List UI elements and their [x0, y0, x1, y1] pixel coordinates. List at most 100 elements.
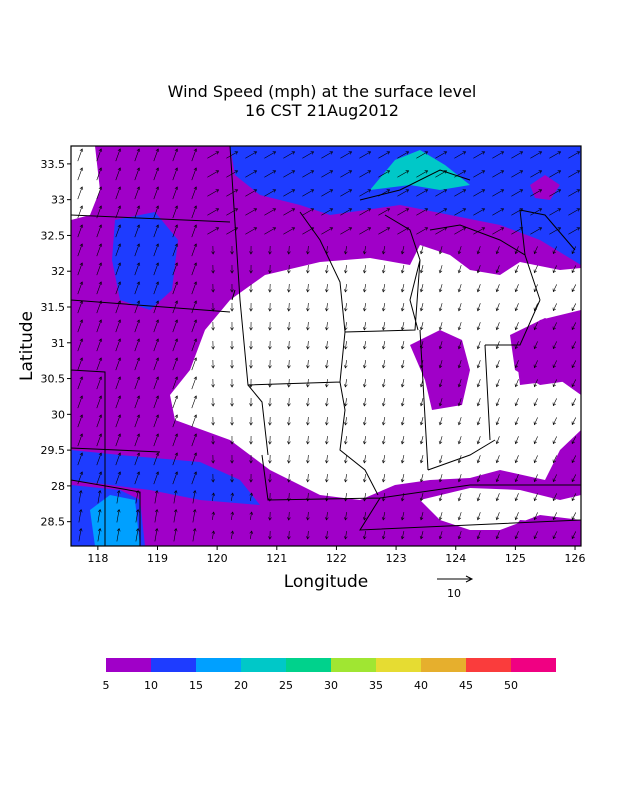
wind-arrow	[115, 281, 122, 295]
wind-arrow	[153, 414, 160, 428]
y-tick-label: 31.5	[41, 301, 66, 314]
wind-arrow	[249, 264, 253, 274]
wind-arrow	[211, 435, 215, 445]
wind-arrow	[381, 474, 386, 483]
wind-arrow	[511, 151, 524, 159]
wind-arrow	[343, 436, 348, 445]
wind-arrow	[264, 227, 277, 235]
wind-arrow	[454, 227, 467, 235]
wind-arrow	[397, 189, 410, 197]
wind-arrow	[438, 246, 443, 255]
wind-arrow	[419, 379, 424, 388]
wind-arrow	[226, 151, 239, 159]
wind-arrow	[495, 455, 500, 464]
wind-arrow	[492, 189, 505, 197]
wind-arrow	[343, 265, 348, 274]
wind-arrow	[211, 473, 215, 483]
wind-arrow	[381, 246, 386, 255]
wind-arrow	[321, 227, 334, 235]
wind-arrow	[306, 245, 310, 255]
wind-arrow	[457, 474, 462, 483]
wind-arrow	[340, 227, 353, 235]
wind-arrow	[419, 436, 424, 445]
wind-arrow	[115, 395, 122, 409]
colorbar-swatch	[196, 658, 241, 672]
wind-arrow	[287, 454, 291, 464]
colorbar-label: 40	[414, 679, 428, 692]
wind-arrow	[435, 227, 448, 235]
wind-arrow	[134, 357, 141, 371]
wind-arrow	[287, 378, 291, 388]
wind-arrow	[134, 205, 141, 219]
wind-arrow	[381, 360, 386, 369]
speed-region	[90, 495, 140, 546]
wind-arrow	[476, 436, 481, 445]
wind-arrow	[306, 530, 310, 540]
wind-arrow	[115, 148, 122, 162]
wind-arrow	[533, 493, 538, 502]
wind-arrow	[207, 189, 220, 197]
wind-arrow	[514, 284, 519, 293]
speed-region	[410, 330, 470, 410]
wind-arrow	[552, 474, 557, 483]
wind-arrow	[115, 319, 122, 333]
wind-arrow	[191, 357, 198, 371]
speed-region	[71, 450, 260, 505]
wind-arrow	[77, 471, 84, 485]
wind-arrow	[552, 493, 557, 502]
wind-arrow	[514, 341, 519, 350]
wind-arrow	[495, 246, 500, 255]
wind-arrow	[172, 243, 179, 257]
wind-arrow	[549, 170, 562, 178]
wind-arrow	[172, 205, 179, 219]
wind-arrow	[230, 397, 234, 407]
wind-arrow	[249, 511, 254, 520]
vector-legend-arrowhead	[465, 575, 474, 583]
wind-arrow	[153, 224, 160, 238]
wind-arrow	[362, 265, 367, 274]
wind-arrow	[115, 224, 122, 238]
wind-arrow	[492, 208, 505, 216]
wind-arrow	[172, 414, 179, 428]
wind-arrow	[287, 340, 291, 350]
y-tick-label: 33	[51, 194, 65, 207]
wind-arrow	[552, 379, 557, 388]
colorbar-swatch	[421, 658, 466, 672]
wind-arrow	[457, 436, 462, 445]
wind-arrow	[153, 395, 160, 409]
wind-arrow	[134, 281, 141, 295]
wind-arrow	[416, 208, 429, 216]
wind-arrow	[362, 531, 367, 540]
wind-arrow	[306, 283, 310, 293]
colorbar-swatch	[106, 658, 151, 672]
wind-arrow	[533, 455, 538, 464]
x-tick-label: 120	[207, 552, 228, 565]
wind-arrow	[419, 531, 424, 540]
wind-arrow	[438, 436, 443, 445]
colorbar-label: 30	[324, 679, 338, 692]
wind-arrow	[191, 300, 198, 314]
speed-region	[500, 520, 560, 546]
calm-region	[420, 488, 581, 530]
wind-arrow	[115, 262, 122, 276]
wind-arrow	[476, 493, 481, 502]
wind-arrow	[568, 227, 581, 235]
wind-arrow	[571, 379, 577, 388]
wind-arrow	[438, 455, 443, 464]
wind-arrow	[249, 473, 253, 483]
plot-frame	[70, 145, 582, 547]
wind-arrow	[457, 303, 462, 312]
colorbar-swatch	[511, 658, 556, 672]
wind-arrow	[571, 512, 577, 521]
wind-arrow	[134, 452, 141, 466]
wind-arrow	[115, 205, 122, 219]
wind-arrow	[381, 379, 386, 388]
wind-arrow	[302, 189, 315, 197]
wind-arrow	[457, 455, 462, 464]
wind-arrow	[268, 340, 272, 350]
wind-arrow	[514, 379, 519, 388]
x-tick-label: 121	[266, 552, 287, 565]
wind-arrow	[211, 397, 215, 407]
x-tick-label: 118	[87, 552, 108, 565]
wind-arrow	[476, 246, 481, 255]
